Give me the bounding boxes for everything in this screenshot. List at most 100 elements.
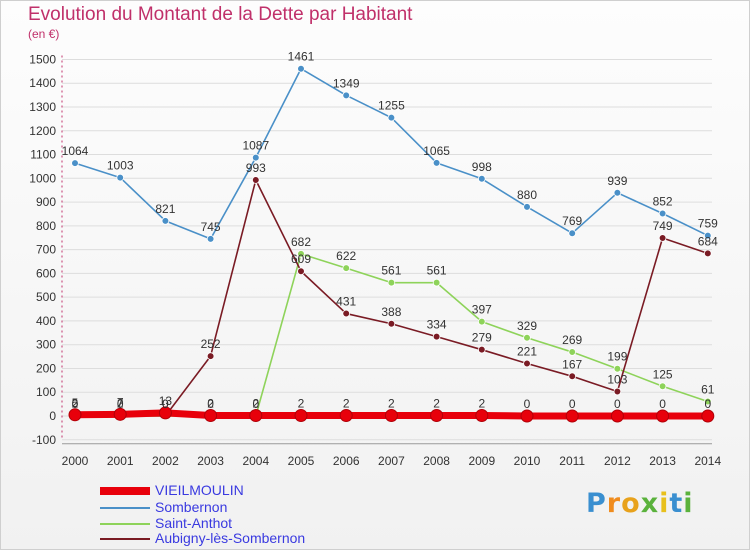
y-tick-label: 1500 <box>29 52 56 66</box>
data-label: 939 <box>607 174 627 188</box>
data-point <box>477 345 486 354</box>
data-label: 431 <box>336 295 356 309</box>
data-point <box>430 409 444 423</box>
data-point <box>116 173 124 182</box>
data-label: 279 <box>472 331 492 345</box>
data-label: 0 <box>72 397 79 411</box>
data-label: 199 <box>607 350 627 364</box>
data-point <box>568 372 576 381</box>
data-label: 745 <box>201 220 221 234</box>
data-label: 0 <box>162 397 169 411</box>
data-label: 329 <box>517 319 537 333</box>
data-label: 561 <box>381 264 401 278</box>
data-label: 2 <box>433 397 440 411</box>
data-label: 269 <box>562 333 582 347</box>
data-point <box>206 352 215 360</box>
data-label: 0 <box>614 397 621 411</box>
data-point <box>68 408 82 422</box>
data-label: 0 <box>252 397 259 411</box>
data-point <box>613 188 622 197</box>
data-point <box>432 332 441 341</box>
x-tick-label: 2013 <box>649 454 676 468</box>
data-point <box>384 409 398 423</box>
x-tick-label: 2010 <box>514 454 541 468</box>
logo-letter: i <box>659 488 670 519</box>
data-point <box>71 159 79 167</box>
y-tick-label: 300 <box>36 338 56 352</box>
x-tick-label: 2014 <box>694 454 721 468</box>
data-label: 0 <box>704 397 711 411</box>
data-point <box>161 217 170 225</box>
x-tick-label: 2004 <box>242 454 269 468</box>
y-tick-label: 1000 <box>29 171 56 185</box>
data-point <box>610 409 624 423</box>
data-label: 0 <box>117 397 124 411</box>
y-tick-label: 100 <box>36 385 56 399</box>
data-label: 1064 <box>62 144 89 158</box>
data-label: 1087 <box>242 139 269 153</box>
data-label: 0 <box>659 397 666 411</box>
data-point <box>703 231 712 240</box>
data-label: 1255 <box>378 99 405 113</box>
data-point <box>658 209 667 218</box>
data-label: 684 <box>698 234 718 248</box>
data-label: 1003 <box>107 159 134 173</box>
data-point <box>432 278 441 287</box>
data-point <box>475 409 489 423</box>
data-label: 2 <box>252 397 259 411</box>
data-point <box>342 309 351 318</box>
data-point <box>565 409 579 423</box>
data-point <box>568 348 576 356</box>
data-point <box>703 249 712 258</box>
data-point <box>252 176 260 184</box>
logo-letter: r <box>606 488 622 519</box>
x-tick-label: 2001 <box>107 454 134 468</box>
x-tick-label: 2008 <box>423 454 450 468</box>
y-tick-label: 0 <box>49 409 56 423</box>
data-label: 821 <box>155 202 175 216</box>
data-label: 334 <box>427 318 447 332</box>
data-point <box>206 235 215 243</box>
data-point <box>204 409 218 423</box>
y-tick-label: 600 <box>36 266 56 280</box>
data-point <box>477 317 486 326</box>
data-point <box>158 406 172 420</box>
data-label: 5 <box>72 396 79 410</box>
x-tick-label: 2007 <box>378 454 405 468</box>
data-label: 1065 <box>423 144 450 158</box>
data-label: 561 <box>427 264 447 278</box>
data-label: 622 <box>336 249 356 263</box>
data-label: 13 <box>159 394 173 408</box>
data-label: 998 <box>472 160 492 174</box>
y-tick-label: -100 <box>32 433 56 447</box>
chart-title: Evolution du Montant de la Dette par Hab… <box>28 4 413 25</box>
data-point <box>342 264 351 272</box>
data-point <box>613 387 622 396</box>
data-label: 0 <box>207 397 214 411</box>
legend-label: Saint-Anthot <box>155 515 233 531</box>
x-tick-label: 2012 <box>604 454 631 468</box>
proxiti-logo: Proxiti <box>586 488 694 519</box>
data-point <box>297 250 305 258</box>
data-label: 759 <box>698 217 718 231</box>
data-point <box>432 159 441 167</box>
data-point <box>339 409 353 423</box>
logo-letter: t <box>669 488 684 519</box>
x-tick-label: 2011 <box>559 454 585 468</box>
data-point <box>613 364 622 373</box>
y-tick-label: 1400 <box>29 76 56 90</box>
data-point <box>252 153 260 162</box>
data-label: 0 <box>569 397 576 411</box>
data-label: 221 <box>517 344 537 358</box>
x-tick-label: 2003 <box>197 454 224 468</box>
data-point <box>297 64 305 73</box>
logo-letter: x <box>640 488 660 519</box>
y-tick-label: 200 <box>36 361 56 375</box>
legend-label: Aubigny-lès-Sombernon <box>155 530 306 546</box>
legend-label: VIEILMOULIN <box>155 482 244 498</box>
data-point <box>249 409 263 423</box>
y-tick-label: 1300 <box>29 100 56 114</box>
x-tick-label: 2009 <box>468 454 495 468</box>
